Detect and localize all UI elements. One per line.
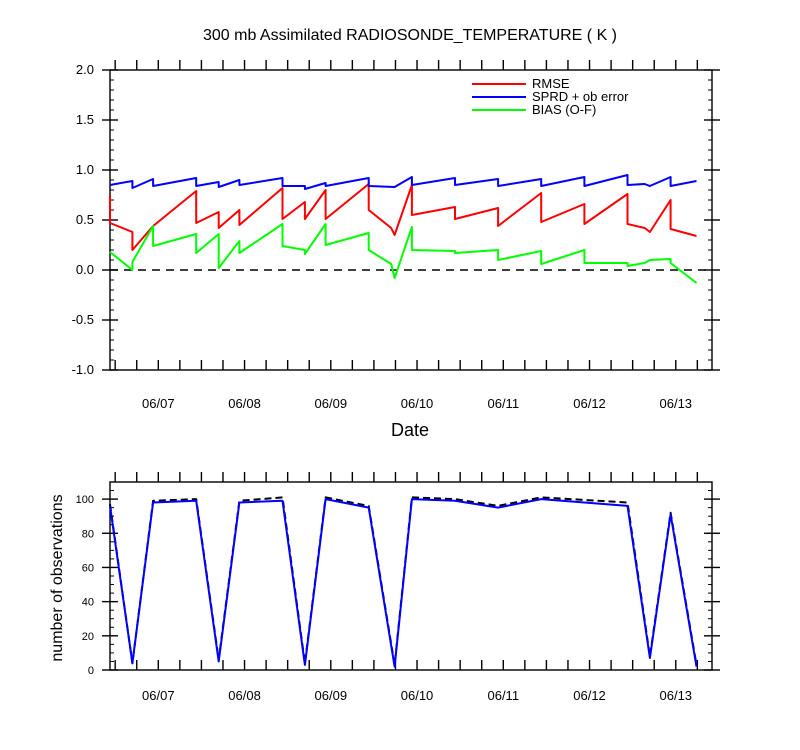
legend-label: RMSE bbox=[532, 76, 570, 91]
x-tick-label: 06/11 bbox=[487, 688, 519, 703]
legend-label: SPRD + ob error bbox=[532, 89, 629, 104]
top-chart: 06/07 06/08 06/09 06/10 06/11 06/12 06/13 2.0 1.… bbox=[72, 60, 720, 411]
y-tick-label: 2.0 bbox=[76, 62, 94, 77]
y-tick-label: 0 bbox=[88, 665, 94, 677]
y-tick-label: 0.0 bbox=[76, 262, 94, 277]
chart-title: 300 mb Assimilated RADIOSONDE_TEMPERATUR… bbox=[203, 27, 617, 44]
y-tick-label: 20 bbox=[82, 631, 94, 643]
y-tick-label: -0.5 bbox=[72, 312, 94, 327]
observations-line bbox=[109, 498, 698, 668]
x-tick-label: 06/10 bbox=[401, 396, 434, 411]
observations-dashed-line bbox=[109, 496, 698, 666]
y-tick-label: -1.0 bbox=[72, 362, 94, 377]
x-tick-label: 06/10 bbox=[401, 688, 434, 703]
rmse-line bbox=[109, 183, 697, 251]
y-tick-label: 1.0 bbox=[76, 162, 94, 177]
x-axis-title: Date bbox=[391, 420, 429, 440]
legend-label: BIAS (O-F) bbox=[532, 102, 596, 117]
x-tick-label: 06/08 bbox=[228, 688, 261, 703]
x-tick-label: 06/11 bbox=[487, 396, 519, 411]
y-tick-label: 100 bbox=[76, 494, 94, 506]
x-tick-label: 06/07 bbox=[142, 688, 175, 703]
y-tick-label: 0.5 bbox=[76, 212, 94, 227]
x-tick-label: 06/08 bbox=[228, 396, 261, 411]
y-tick-label: 1.5 bbox=[76, 112, 94, 127]
x-tick-label: 06/12 bbox=[573, 688, 606, 703]
x-tick-label: 06/09 bbox=[315, 688, 348, 703]
bottom-chart: 06/07 06/08 06/09 06/10 06/11 06/12 06/13 0 20 40… bbox=[76, 472, 720, 703]
bias-line bbox=[109, 223, 698, 284]
x-tick-label: 06/07 bbox=[142, 396, 175, 411]
spread-line bbox=[109, 174, 697, 190]
y-tick-label: 60 bbox=[82, 562, 94, 574]
x-tick-label: 06/13 bbox=[660, 688, 693, 703]
y-axis-title-observations: number of observations bbox=[49, 494, 66, 661]
x-tick-label: 06/13 bbox=[660, 396, 693, 411]
y-tick-label: 80 bbox=[82, 528, 94, 540]
x-tick-label: 06/12 bbox=[573, 396, 606, 411]
x-tick-label: 06/09 bbox=[315, 396, 348, 411]
y-tick-label: 40 bbox=[82, 597, 94, 609]
